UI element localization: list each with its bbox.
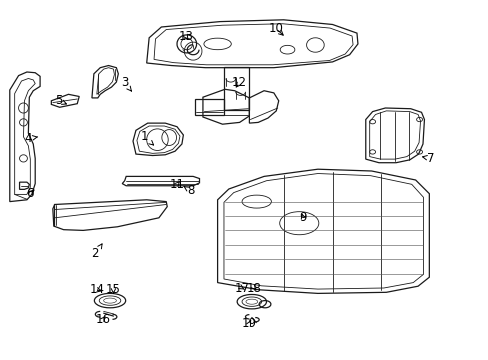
Bar (224, 67, 249, 110)
Text: 6: 6 (26, 187, 34, 200)
Text: 15: 15 (106, 283, 121, 296)
Text: 5: 5 (55, 94, 66, 107)
Text: 9: 9 (299, 211, 306, 224)
Text: 1: 1 (140, 130, 153, 145)
Text: 14: 14 (89, 283, 104, 296)
Text: 7: 7 (422, 152, 433, 165)
Text: 13: 13 (178, 30, 193, 42)
Text: 4: 4 (24, 132, 38, 145)
Text: 16: 16 (95, 313, 110, 326)
Text: 10: 10 (268, 22, 283, 35)
Text: 17: 17 (234, 282, 249, 294)
Text: 19: 19 (242, 317, 256, 330)
Text: 18: 18 (246, 282, 261, 294)
Text: 3: 3 (121, 76, 131, 91)
Text: 8: 8 (183, 184, 194, 197)
Text: 11: 11 (169, 178, 184, 191)
Text: 12: 12 (232, 76, 246, 89)
Text: 2: 2 (91, 244, 102, 260)
